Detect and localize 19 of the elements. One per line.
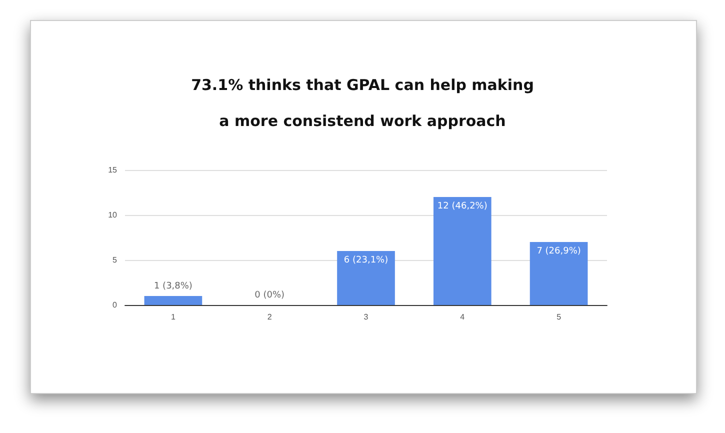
y-tick-label: 15 xyxy=(108,166,118,174)
data-label: 1 (3,8%) xyxy=(154,282,192,292)
y-tick-label: 5 xyxy=(112,256,118,264)
y-tick-label: 0 xyxy=(112,300,118,310)
data-label: 12 (46,2%) xyxy=(437,202,488,212)
x-tick-label: 5 xyxy=(556,312,562,322)
bar xyxy=(337,251,395,305)
bar xyxy=(144,296,202,305)
data-label: 0 (0%) xyxy=(254,290,285,300)
bar xyxy=(433,197,492,305)
x-tick-label: 1 xyxy=(170,312,176,322)
bar xyxy=(530,242,588,305)
x-tick-label: 2 xyxy=(267,312,272,322)
chart-title: 73.1% thinks that GPAL can help making a more consistend work approach xyxy=(191,76,534,130)
y-tick-label: 10 xyxy=(108,210,118,220)
data-label: 6 (23,1%) xyxy=(344,256,388,266)
x-tick-label: 4 xyxy=(460,312,466,322)
x-tick-label: 3 xyxy=(364,312,369,322)
data-label: 7 (26,9%) xyxy=(536,246,581,256)
